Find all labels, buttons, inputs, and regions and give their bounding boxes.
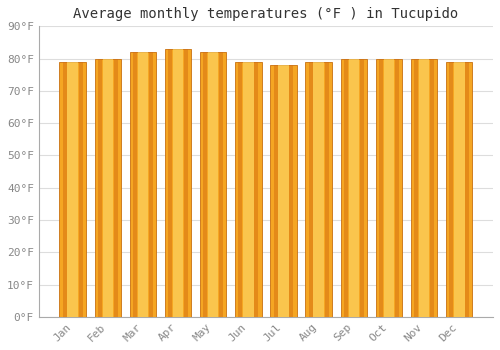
Bar <box>324 62 328 317</box>
Bar <box>446 62 472 317</box>
Bar <box>306 62 332 317</box>
Bar <box>94 58 121 317</box>
Bar <box>309 62 312 317</box>
Bar <box>450 62 454 317</box>
Bar <box>414 58 418 317</box>
Bar <box>348 58 359 317</box>
Bar <box>78 62 82 317</box>
Bar <box>208 52 218 317</box>
Bar <box>165 49 191 317</box>
Bar <box>430 58 434 317</box>
Bar <box>68 62 78 317</box>
Bar <box>173 49 184 317</box>
Bar <box>395 58 399 317</box>
Bar <box>204 52 208 317</box>
Bar <box>130 52 156 317</box>
Bar <box>419 58 430 317</box>
Bar <box>290 65 294 317</box>
Bar <box>384 58 394 317</box>
Bar <box>219 52 223 317</box>
Bar <box>278 65 289 317</box>
Bar <box>243 62 254 317</box>
Title: Average monthly temperatures (°F ) in Tucupido: Average monthly temperatures (°F ) in Tu… <box>74 7 458 21</box>
Bar <box>200 52 226 317</box>
Bar <box>184 49 188 317</box>
Bar <box>138 52 148 317</box>
Bar <box>411 58 438 317</box>
Bar <box>133 52 137 317</box>
Bar <box>270 65 296 317</box>
Bar <box>114 58 117 317</box>
Bar <box>235 62 262 317</box>
Bar <box>254 62 258 317</box>
Bar <box>98 58 102 317</box>
Bar <box>454 62 464 317</box>
Bar <box>149 52 153 317</box>
Bar <box>62 62 66 317</box>
Bar <box>274 65 278 317</box>
Bar <box>465 62 469 317</box>
Bar <box>102 58 113 317</box>
Bar <box>340 58 367 317</box>
Bar <box>379 58 383 317</box>
Bar <box>168 49 172 317</box>
Bar <box>344 58 348 317</box>
Bar <box>314 62 324 317</box>
Bar <box>376 58 402 317</box>
Bar <box>60 62 86 317</box>
Bar <box>360 58 364 317</box>
Bar <box>238 62 242 317</box>
